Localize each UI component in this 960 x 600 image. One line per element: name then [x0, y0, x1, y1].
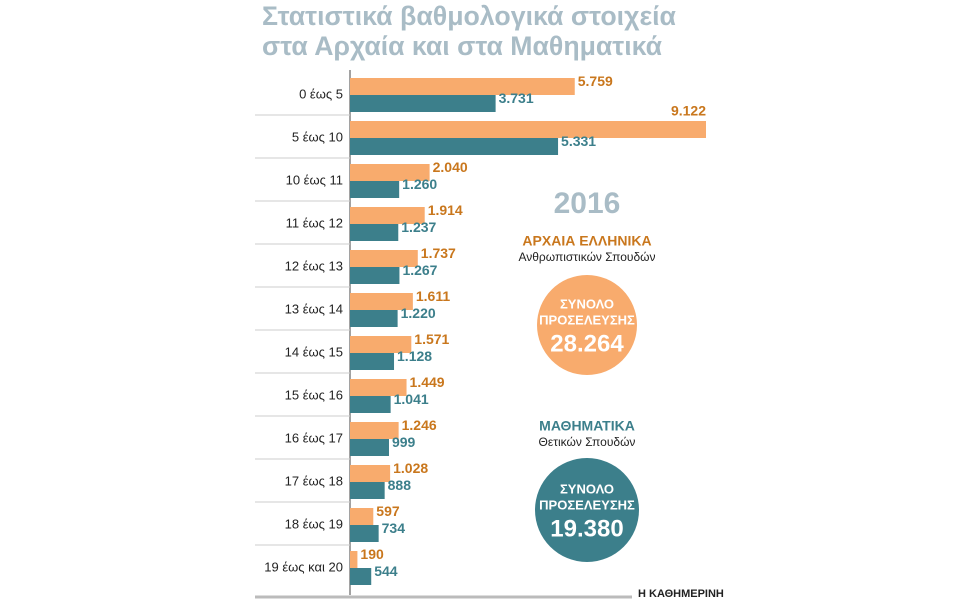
bar — [350, 439, 389, 456]
bar — [350, 95, 496, 112]
bar — [350, 551, 358, 568]
y-tick-label: 19 έως και 20 — [264, 559, 343, 574]
total-value: 19.380 — [550, 515, 623, 542]
bar — [350, 224, 399, 241]
y-tick-label: 17 έως 18 — [285, 473, 343, 488]
value-label: 999 — [392, 434, 416, 450]
value-label: 1.041 — [394, 391, 429, 407]
total-value: 28.264 — [550, 330, 624, 357]
bar — [350, 310, 398, 327]
series-name: ΑΡΧΑΙΑ ΕΛΛΗΝΙΚΑ — [522, 233, 651, 249]
total-title: ΠΡΟΣΕΛΕΥΣΗΣ — [539, 497, 635, 512]
bar — [350, 78, 575, 95]
value-label: 3.731 — [499, 90, 534, 106]
value-label: 1.449 — [410, 374, 445, 390]
value-label: 597 — [376, 503, 400, 519]
y-tick-label: 13 έως 14 — [285, 301, 343, 316]
value-label: 1.737 — [421, 245, 456, 261]
series-name: ΜΑΘΗΜΑΤΙΚΑ — [539, 418, 635, 434]
source: Η ΚΑΘΗΜΕΡΙΝΗ — [638, 588, 724, 600]
bar — [350, 379, 407, 396]
bar — [350, 250, 418, 267]
y-tick-label: 15 έως 16 — [285, 387, 343, 402]
y-tick-label: 14 έως 15 — [285, 344, 343, 359]
total-title: ΣΥΝΟΛΟ — [560, 481, 614, 496]
bar — [350, 293, 413, 310]
value-label: 1.237 — [401, 219, 436, 235]
y-tick-label: 5 έως 10 — [292, 129, 343, 144]
value-label: 888 — [388, 477, 412, 493]
bar — [350, 422, 399, 439]
bar — [350, 336, 412, 353]
value-label: 1.914 — [428, 202, 463, 218]
bar — [350, 181, 400, 198]
chart-title: Στατιστικά βαθμολογικά στοιχεία — [262, 1, 676, 31]
value-label: 5.331 — [561, 133, 596, 149]
value-label: 1.571 — [414, 331, 449, 347]
value-label: 190 — [360, 546, 384, 562]
bar — [350, 164, 430, 181]
value-label: 1.028 — [393, 460, 428, 476]
total-badge — [537, 275, 637, 375]
bar — [350, 267, 400, 284]
series-description: Θετικών Σπουδών — [539, 435, 636, 449]
bar — [350, 138, 559, 155]
bar — [350, 207, 425, 224]
value-label: 5.759 — [578, 73, 613, 89]
bar — [350, 465, 391, 482]
value-label: 1.220 — [401, 305, 436, 321]
value-label: 1.267 — [402, 262, 437, 278]
y-tick-label: 12 έως 13 — [285, 258, 343, 273]
total-title: ΣΥΝΟΛΟ — [560, 296, 614, 311]
year-label: 2016 — [554, 187, 621, 220]
value-label: 1.611 — [416, 288, 450, 304]
value-label: 1.128 — [397, 348, 432, 364]
value-label: 734 — [382, 520, 406, 536]
y-tick-label: 10 έως 11 — [286, 172, 343, 187]
series-description: Ανθρωπιστικών Σπουδών — [518, 250, 655, 264]
y-tick-label: 18 έως 19 — [285, 516, 343, 531]
bar — [350, 396, 391, 413]
total-badge — [535, 458, 639, 562]
y-tick-label: 16 έως 17 — [285, 430, 343, 445]
value-label: 9.122 — [671, 103, 706, 119]
bar — [350, 525, 379, 542]
y-tick-label: 0 έως 5 — [299, 86, 343, 101]
y-tick-label: 11 έως 12 — [286, 215, 343, 230]
bar — [350, 353, 395, 370]
value-label: 1.246 — [402, 417, 437, 433]
value-label: 2.040 — [433, 159, 468, 175]
bar — [350, 508, 374, 525]
chart-title: στα Αρχαία και στα Μαθηματικά — [262, 31, 662, 61]
bar — [350, 568, 372, 585]
value-label: 544 — [374, 563, 398, 579]
value-label: 1.260 — [402, 176, 437, 192]
bar — [350, 121, 706, 138]
bar — [350, 482, 385, 499]
total-title: ΠΡΟΣΕΛΕΥΣΗΣ — [539, 312, 635, 327]
